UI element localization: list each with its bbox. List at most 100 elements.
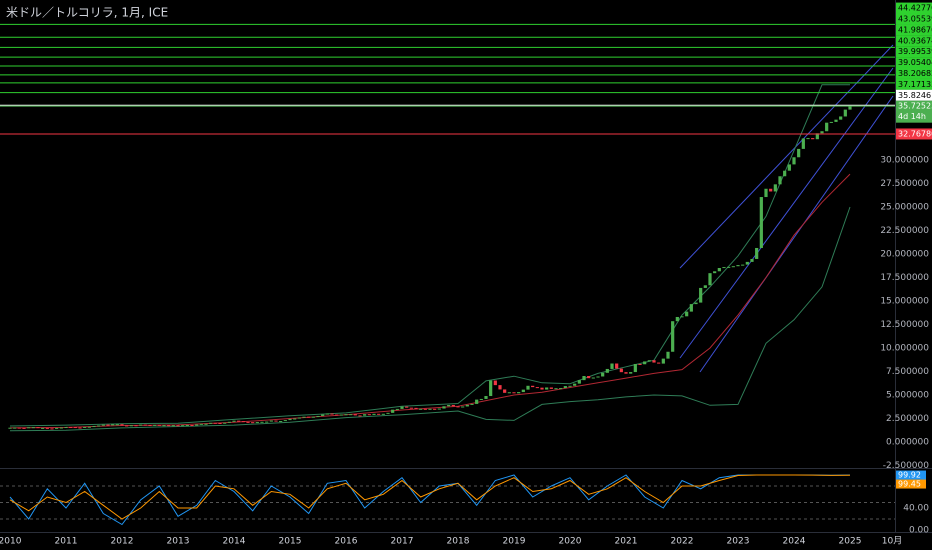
candle [17, 427, 21, 429]
x-tick-label: 2015 [279, 537, 302, 547]
candle [209, 422, 213, 424]
candle [181, 425, 185, 427]
candle [148, 424, 152, 426]
candle [349, 414, 353, 416]
candle [97, 425, 101, 427]
candle [708, 273, 712, 286]
candle [115, 424, 119, 426]
y-tick-label: 12.500000 [880, 320, 929, 330]
candle [699, 287, 703, 303]
candle [176, 425, 180, 427]
candle [764, 188, 768, 198]
candle [335, 414, 339, 416]
candle [769, 188, 773, 192]
candle [745, 261, 749, 265]
price-tag [896, 100, 932, 123]
candle [260, 421, 264, 423]
candle [325, 413, 329, 415]
candle [727, 266, 731, 268]
candle [400, 406, 404, 409]
candle [647, 360, 651, 362]
candle [204, 423, 208, 425]
candle [783, 170, 787, 177]
candle [111, 424, 115, 426]
x-tick-label: 10月 [882, 536, 902, 547]
indicator-line [9, 206, 851, 432]
candle [465, 404, 469, 407]
candle [246, 421, 250, 423]
channel-line [699, 95, 894, 373]
candle [517, 392, 521, 394]
candle [129, 425, 133, 427]
candle [227, 421, 231, 423]
candle [297, 417, 301, 419]
candle [311, 416, 315, 418]
price-tag [896, 13, 932, 25]
candle [321, 414, 325, 416]
y-tick-label: 0.000000 [886, 437, 929, 447]
candle [773, 184, 777, 192]
candle [815, 133, 819, 140]
candle [456, 406, 460, 408]
candle [689, 304, 693, 312]
y-tick-label: 22.500000 [880, 226, 929, 236]
x-tick-label: 2011 [55, 537, 78, 547]
candle [489, 380, 493, 397]
candle [643, 361, 647, 365]
candle [750, 258, 754, 262]
candle [213, 422, 217, 424]
candle [153, 424, 157, 426]
candle [839, 116, 843, 120]
candle [279, 421, 283, 423]
x-tick-label: 2022 [671, 537, 694, 547]
candle [251, 422, 255, 424]
candle [755, 247, 759, 259]
price-tag-label: 43.055397 [898, 14, 932, 23]
candle [55, 427, 59, 429]
candle [199, 423, 203, 425]
candle [106, 424, 110, 426]
candle [316, 415, 320, 417]
candle [428, 408, 432, 410]
candle [423, 408, 427, 410]
candle [675, 316, 679, 322]
candle [330, 413, 334, 415]
candle [274, 420, 278, 422]
candle [363, 414, 367, 416]
y-tick-label: 25.000000 [880, 202, 929, 212]
candle [391, 409, 395, 413]
candle [8, 427, 12, 429]
y-tick-label: 27.500000 [880, 179, 929, 189]
y-tick-label: -2.500000 [883, 461, 929, 471]
chart-title: 米ドル／トルコリラ, 1月, ICE [6, 6, 168, 20]
candle [498, 385, 502, 390]
y-tick-label: 20.000000 [880, 249, 929, 259]
candle [666, 351, 670, 359]
candle [87, 426, 91, 428]
channel-line [679, 44, 894, 269]
candle [503, 389, 507, 393]
y-tick-label: 7.500000 [886, 367, 929, 377]
candle [591, 377, 595, 379]
x-tick-label: 2020 [559, 537, 582, 547]
candle [255, 422, 259, 424]
candle [120, 424, 124, 426]
indicator-line [9, 84, 850, 427]
candle [269, 420, 273, 422]
candle [36, 427, 40, 429]
x-tick-label: 2012 [111, 537, 134, 547]
candle [685, 311, 689, 317]
price-tag-label: 39.054040 [898, 58, 932, 67]
candle [167, 425, 171, 427]
price-tag-label: 39.995392 [898, 47, 932, 56]
price-tag-label: 40.936743 [898, 36, 932, 45]
candle [759, 197, 763, 248]
y-tick-label: 5.000000 [886, 390, 929, 400]
y-tick-label: 17.500000 [880, 273, 929, 283]
candle [624, 372, 628, 374]
value-tag [896, 470, 926, 480]
candle [587, 376, 591, 379]
candle [232, 420, 236, 422]
candle [545, 387, 549, 390]
candle [73, 427, 77, 429]
